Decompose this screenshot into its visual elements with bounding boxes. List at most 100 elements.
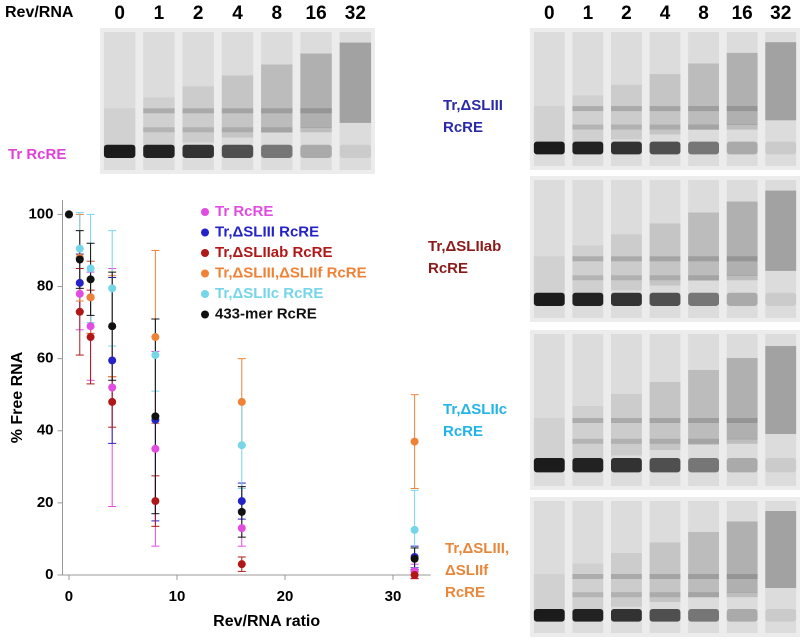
gel-free-band [261, 144, 293, 158]
gel-band [182, 127, 214, 133]
gel-band [611, 124, 642, 130]
data-point [86, 293, 95, 302]
data-point [237, 560, 246, 569]
gel-free-band [572, 458, 604, 473]
legend-label: Tr,ΔSLIII,ΔSLIIf RcRE [215, 264, 367, 281]
legend-marker [201, 310, 209, 319]
gel-smear [765, 42, 797, 121]
gel-free-band [533, 458, 565, 473]
data-point [86, 333, 95, 342]
gel-label: ΔSLIIf [445, 562, 489, 579]
legend-marker [201, 290, 209, 298]
y-axis-title: % Free RNA [9, 351, 26, 443]
gel-smear [572, 95, 604, 144]
gel-smear [726, 358, 758, 440]
y-tick-label: 100 [28, 205, 53, 222]
gel-band [649, 275, 681, 281]
gel-band [572, 438, 604, 444]
lane-label: 32 [345, 3, 366, 24]
data-point [64, 210, 73, 219]
gel-band [688, 275, 719, 281]
gel-corner-label: Rev/RNA [5, 4, 74, 21]
data-point [108, 284, 117, 293]
gel-free-band [572, 141, 604, 155]
legend-label: Tr RcRE [215, 203, 273, 220]
gel-free-band [300, 144, 332, 158]
gel-smear [221, 75, 254, 138]
data-point [75, 289, 84, 298]
x-tick-label: 30 [385, 588, 402, 605]
gel-band [572, 124, 604, 130]
gel-band [688, 592, 719, 598]
gel-free-band [688, 609, 719, 622]
legend-label: Tr,ΔSLIIab RcRE [215, 244, 332, 261]
legend-marker [201, 228, 209, 237]
gel-lane [688, 32, 719, 166]
gel-smear [261, 64, 293, 133]
gel-free-band [533, 141, 565, 155]
gel-free-band [765, 292, 797, 306]
gel-lane [688, 180, 719, 318]
gel-smear [611, 234, 642, 291]
gel-band [572, 275, 604, 281]
y-tick-label: 40 [37, 422, 54, 439]
gel-lane [726, 501, 758, 633]
gel-band [611, 106, 642, 112]
gel-band [261, 127, 293, 133]
data-point [151, 444, 160, 453]
data-point [237, 524, 246, 533]
gel-free-band [649, 609, 681, 622]
gel-band [688, 106, 719, 112]
gel-label: Tr,ΔSLIII [443, 97, 503, 114]
gel-label: Tr,ΔSLIIab [428, 238, 501, 255]
gel-band [261, 108, 293, 114]
x-tick-label: 20 [277, 588, 294, 605]
y-tick-label: 60 [37, 350, 54, 367]
gel-smear [726, 521, 758, 593]
lane-label: 1 [154, 3, 165, 24]
gel-free-band [611, 458, 642, 473]
gel-free-band [726, 458, 758, 473]
gel-band [572, 256, 604, 262]
data-point [75, 255, 84, 264]
gel-label: RcRE [443, 423, 483, 440]
gel-lane [765, 32, 797, 166]
gel-label: Tr RcRE [8, 146, 66, 163]
data-point [237, 441, 246, 450]
gel-lane [726, 180, 758, 318]
data-point [410, 571, 419, 579]
y-tick-label: 0 [45, 566, 53, 583]
gel-smear [726, 52, 758, 126]
lane-label: 16 [732, 3, 753, 24]
gel-lane [339, 32, 372, 170]
gel-band [649, 592, 681, 598]
gel-band [572, 418, 604, 423]
gel-band [572, 592, 604, 598]
gel-band [611, 438, 642, 444]
data-point [108, 383, 117, 392]
gel-band [300, 108, 332, 114]
gel-free-band [688, 141, 719, 155]
gel-free-band [726, 292, 758, 306]
gel-free-band [533, 292, 565, 306]
gel-free-band [688, 458, 719, 473]
data-point [151, 351, 160, 360]
lane-label: 2 [193, 3, 204, 24]
gel-free-band [143, 144, 175, 158]
gel-free-band [572, 609, 604, 622]
gel-free-band [339, 144, 372, 158]
lane-label: 0 [544, 3, 555, 24]
gel-smear [649, 223, 681, 286]
gel-band [726, 438, 758, 444]
gel-label: RcRE [443, 119, 483, 136]
gel-smear [688, 63, 719, 130]
gel-smear [300, 53, 332, 128]
data-point [237, 497, 246, 506]
gel-band [726, 124, 758, 130]
gel-band [649, 418, 681, 423]
gel-band [611, 574, 642, 579]
legend-marker [201, 208, 209, 216]
legend-label: Tr,ΔSLIII RcRE [215, 223, 319, 240]
gel-band [688, 256, 719, 262]
